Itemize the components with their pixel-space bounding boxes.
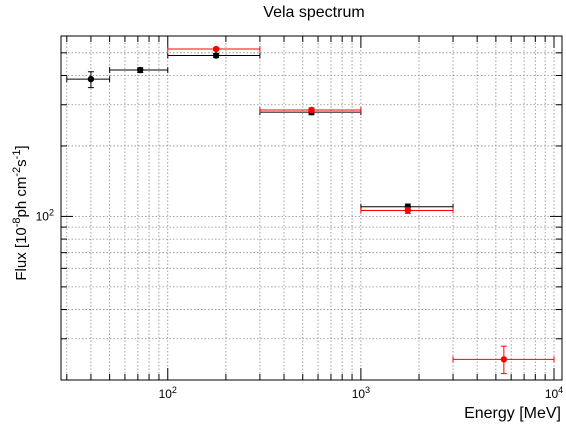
plot-frame — [60, 35, 563, 381]
y-axis-label: Flux [10-8ph cm-2s-1] — [11, 145, 30, 280]
y-tick-label: 102 — [36, 207, 54, 223]
x-tick-label: 102 — [159, 385, 177, 401]
data-point — [500, 356, 508, 363]
x-tick-label-layer: 102 103 104 — [159, 385, 564, 401]
data-point — [212, 52, 220, 59]
data-point — [137, 66, 144, 74]
data-point — [212, 45, 220, 53]
data-point — [308, 106, 315, 114]
data-series — [167, 45, 555, 375]
chart-title: Vela spectrum — [263, 4, 364, 21]
x-tick-label: 103 — [352, 385, 370, 401]
x-axis-label: Energy [MeV] — [464, 405, 561, 422]
x-tick-label: 104 — [545, 385, 563, 401]
data-point — [87, 75, 95, 83]
series-layer — [66, 45, 555, 375]
y-tick-label-layer: 102 — [36, 207, 54, 223]
data-point — [404, 207, 412, 214]
